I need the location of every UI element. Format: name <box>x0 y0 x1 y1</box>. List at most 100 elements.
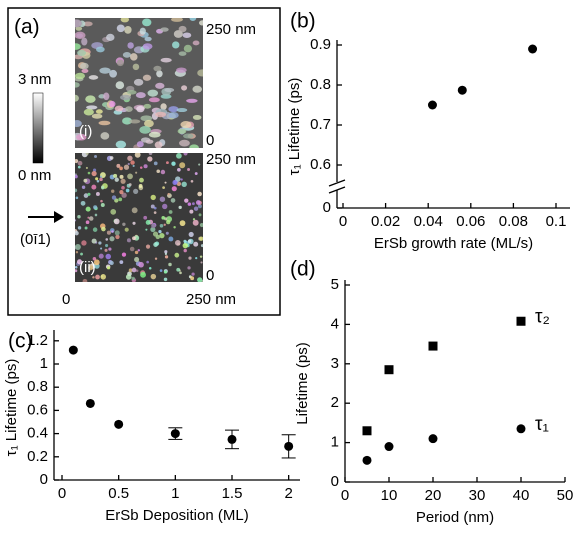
point <box>114 419 124 429</box>
y-tick-label: 0.6 <box>27 401 48 418</box>
afm-grain <box>95 274 100 280</box>
afm-grain <box>88 75 99 80</box>
afm-grain <box>87 216 90 219</box>
afm-grain <box>120 94 132 101</box>
afm-grain <box>162 203 168 210</box>
point <box>516 316 526 326</box>
afm-grain <box>114 177 119 182</box>
afm-grain <box>106 266 111 270</box>
afm-grain <box>187 239 192 243</box>
afm-grain <box>183 248 187 253</box>
afm-grain <box>159 269 163 272</box>
y-tick-label: 1 <box>40 355 48 372</box>
afm-grain <box>116 163 121 168</box>
afm-grain <box>148 153 153 156</box>
afm-grain <box>83 193 89 198</box>
afm-grain <box>110 209 117 215</box>
afm-grain <box>160 169 166 175</box>
afm-grain <box>163 277 168 282</box>
afm-grain <box>168 210 173 214</box>
afm-grain <box>75 43 81 50</box>
afm-grain <box>136 105 145 113</box>
afm-grain <box>116 24 125 33</box>
afm-grain <box>197 191 202 197</box>
point <box>384 365 394 375</box>
afm-grain <box>125 274 132 280</box>
afm-grain <box>113 173 118 178</box>
point <box>284 441 294 451</box>
afm-grain <box>190 276 195 281</box>
y-tick-label: 0 <box>323 199 331 216</box>
afm-grain <box>101 226 106 232</box>
afm-grain <box>142 74 152 81</box>
afm-grain <box>140 115 153 122</box>
afm-grain <box>145 220 151 225</box>
afm-grain <box>164 87 175 93</box>
afm-grain <box>135 171 138 174</box>
afm-grain <box>134 257 140 263</box>
afm-grain <box>75 82 80 88</box>
afm-grain <box>75 26 83 31</box>
afm-grain <box>129 119 141 124</box>
afm-grain <box>180 121 192 129</box>
afm-grain <box>106 230 111 235</box>
afm-grain <box>178 25 187 33</box>
afm-grain <box>171 161 176 166</box>
afm-grain <box>176 267 181 272</box>
afm-grain <box>81 240 87 246</box>
afm-grain <box>184 198 189 203</box>
y-axis-label: Lifetime (ps) <box>294 342 311 425</box>
x-tick-label: 2 <box>284 485 292 502</box>
x-tick-label: 0.02 <box>371 213 400 230</box>
afm-grain <box>193 206 199 211</box>
afm-grain <box>153 206 157 210</box>
image-scale: 250 nm <box>186 291 236 308</box>
afm-grain <box>144 119 154 128</box>
afm-grain <box>127 173 133 180</box>
panel-label: (b) <box>290 10 316 33</box>
point <box>362 426 372 436</box>
afm-grain <box>166 161 169 165</box>
afm-grain <box>85 95 96 103</box>
afm-grain <box>135 92 146 99</box>
afm-grain <box>76 259 83 265</box>
afm-grain <box>100 132 110 140</box>
point <box>384 442 394 452</box>
afm-grain <box>83 178 88 183</box>
afm-grain <box>195 257 198 260</box>
afm-grain <box>85 166 88 170</box>
afm-grain <box>188 256 192 260</box>
afm-grain <box>75 19 82 28</box>
afm-grain <box>138 184 143 188</box>
afm-grain <box>132 221 136 225</box>
afm-grain <box>95 177 99 181</box>
afm-grain <box>94 213 98 217</box>
afm-grain <box>153 65 162 72</box>
x-tick-label: 30 <box>469 487 486 504</box>
afm-grain <box>142 43 153 50</box>
afm-grain <box>98 241 102 245</box>
afm-grain <box>183 239 187 243</box>
afm-grain <box>80 62 89 70</box>
afm-grain <box>109 236 115 242</box>
afm-grain <box>164 181 167 184</box>
afm-grain <box>156 169 161 174</box>
afm-grain <box>85 220 90 225</box>
afm-grain <box>176 108 188 113</box>
afm-grain <box>103 92 110 101</box>
afm-grain <box>113 218 120 225</box>
afm-grain <box>100 247 103 250</box>
afm-grain <box>150 273 157 280</box>
afm-grain <box>83 108 94 116</box>
afm-grain <box>81 185 86 189</box>
afm-grain <box>159 223 164 228</box>
afm-grain <box>160 103 167 111</box>
image-label: (ii) <box>79 259 96 276</box>
afm-grain <box>105 243 109 248</box>
afm-grain <box>153 211 157 214</box>
afm-grain <box>85 206 91 212</box>
afm-grain <box>114 198 119 203</box>
afm-grain <box>116 59 124 67</box>
panel-label: (d) <box>290 258 316 281</box>
